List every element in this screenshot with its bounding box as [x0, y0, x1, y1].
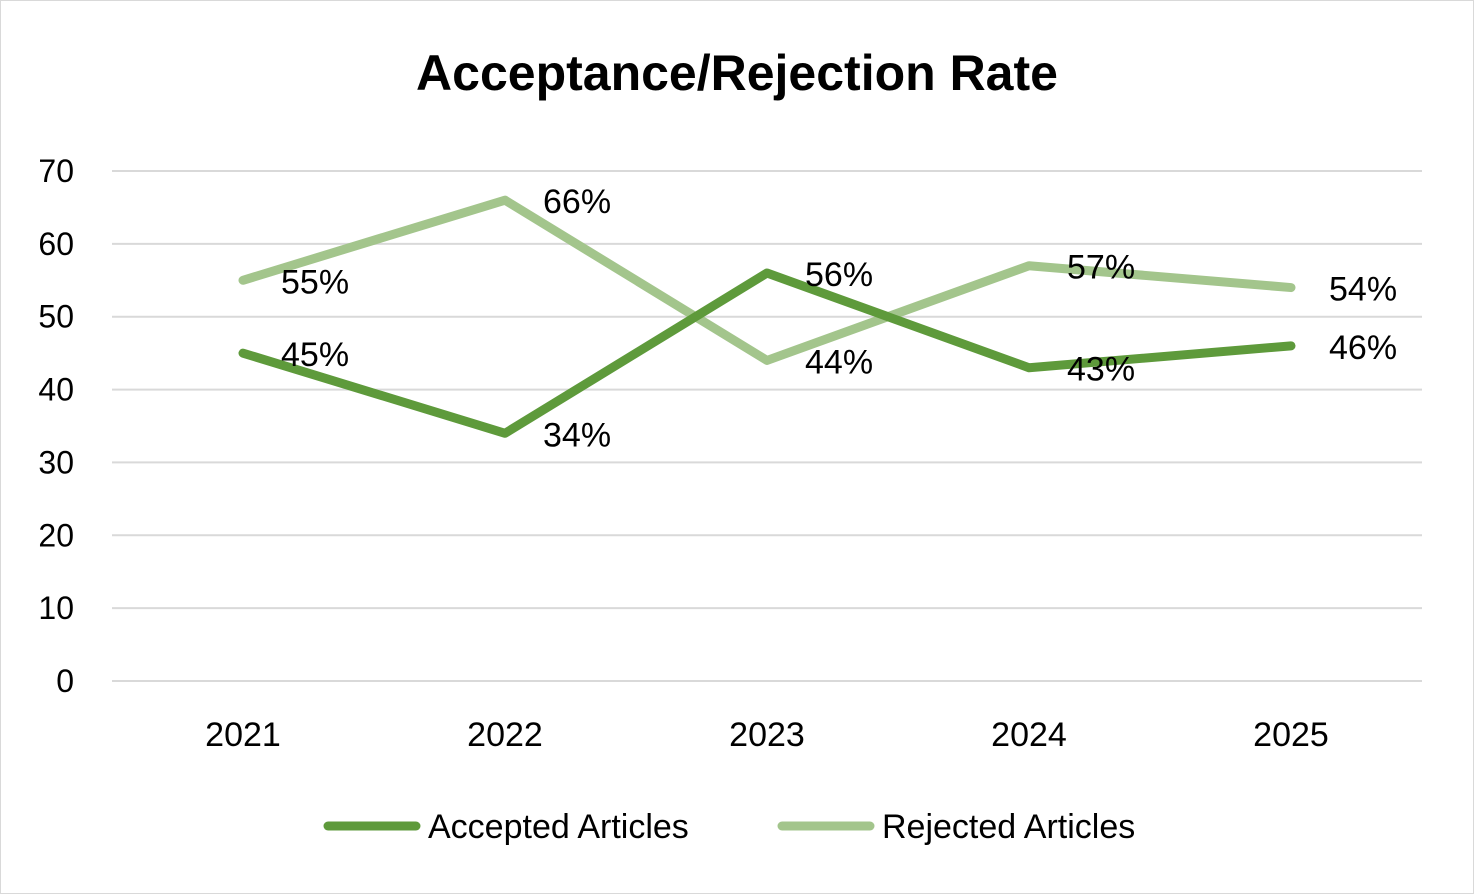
y-tick-label: 60	[38, 226, 74, 262]
data-label: 45%	[281, 336, 349, 374]
gridlines	[112, 170, 1422, 682]
data-label: 46%	[1329, 329, 1397, 367]
y-tick-label: 10	[38, 590, 74, 626]
series-lines	[238, 195, 1296, 438]
legend-label: Rejected Articles	[882, 808, 1135, 846]
x-tick-label: 2025	[1253, 716, 1329, 754]
y-tick-label: 50	[38, 299, 74, 335]
data-label: 57%	[1067, 249, 1135, 287]
data-label: 55%	[281, 263, 349, 301]
y-axis-ticks: 0 10 20 30 40 50 60 70	[38, 153, 74, 699]
data-label: 54%	[1329, 271, 1397, 309]
y-tick-label: 40	[38, 372, 74, 408]
legend-label: Accepted Articles	[428, 808, 689, 846]
series-line-rejected-articles	[238, 195, 1296, 365]
x-tick-label: 2022	[467, 716, 543, 754]
chart-title: Acceptance/Rejection Rate	[416, 45, 1058, 101]
data-label: 43%	[1067, 351, 1135, 389]
y-tick-label: 30	[38, 444, 74, 480]
y-tick-label: 70	[38, 153, 74, 189]
x-axis-categories: 2021 2022 2023 2024 2025	[205, 716, 1329, 754]
data-label: 34%	[543, 416, 611, 454]
legend: Accepted Articles Rejected Articles	[323, 808, 1135, 846]
data-label: 44%	[805, 343, 873, 381]
y-tick-label: 0	[56, 663, 74, 699]
data-label: 56%	[805, 256, 873, 294]
data-label: 66%	[543, 183, 611, 221]
x-tick-label: 2021	[205, 716, 281, 754]
data-labels: 45% 34% 56% 43% 46% 55% 66% 44% 57% 54%	[281, 183, 1397, 454]
series-line-accepted-articles	[238, 268, 1296, 438]
x-tick-label: 2023	[729, 716, 805, 754]
y-tick-label: 20	[38, 517, 74, 553]
x-tick-label: 2024	[991, 716, 1067, 754]
